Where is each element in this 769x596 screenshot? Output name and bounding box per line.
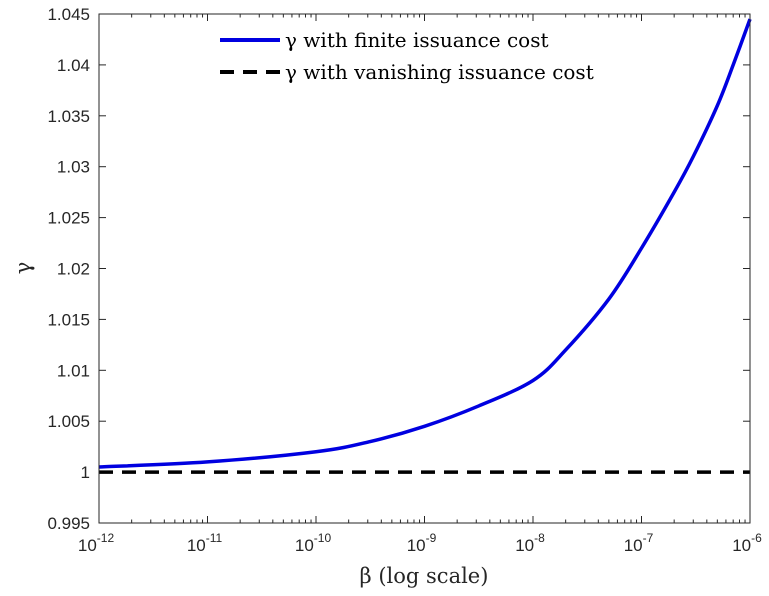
x-tick-label: 10-12	[78, 531, 115, 555]
x-tick-label: 10-6	[732, 531, 762, 555]
series-layer	[98, 18, 752, 474]
y-tick-label: 1.035	[47, 107, 90, 126]
y-tick-label: 1.01	[57, 361, 90, 380]
y-tick-label: 1.045	[47, 5, 90, 24]
minor-ticks	[131, 14, 746, 523]
x-tick-label: 10-8	[515, 531, 545, 555]
y-tick-label: 1.015	[47, 310, 90, 329]
x-tick-label: 10-10	[295, 531, 332, 555]
y-tick-label: 1.03	[57, 158, 90, 177]
y-tick-label: 1.025	[47, 209, 90, 228]
y-tick-label: 1.02	[57, 260, 90, 279]
x-tick-label: 10-11	[187, 531, 223, 555]
y-tick-label: 1.005	[47, 412, 90, 431]
plot-border	[98, 13, 751, 524]
x-tick-labels: 10-12 10-11 10-10 10-9 10-8 10-7 10-6	[78, 531, 762, 555]
y-axis-label: γ	[11, 262, 35, 275]
x-tick-label: 10-7	[624, 531, 654, 555]
x-axis-label: β (log scale)	[360, 564, 489, 588]
legend: γ with finite issuance cost γ with vanis…	[220, 28, 594, 84]
legend-label-vanishing: γ with vanishing issuance cost	[285, 60, 594, 84]
y-tick-labels: 0.995 1 1.005 1.01 1.015 1.02 1.025 1.03 1.035 1.…	[47, 5, 90, 533]
y-tick-label: 1.04	[57, 56, 90, 75]
x-tick-label: 10-9	[407, 531, 437, 555]
y-tick-label: 0.995	[47, 514, 90, 533]
legend-label-finite: γ with finite issuance cost	[285, 28, 549, 52]
series-line-finite	[98, 18, 752, 469]
y-tick-label: 1	[81, 463, 90, 482]
plot-area	[99, 14, 750, 523]
